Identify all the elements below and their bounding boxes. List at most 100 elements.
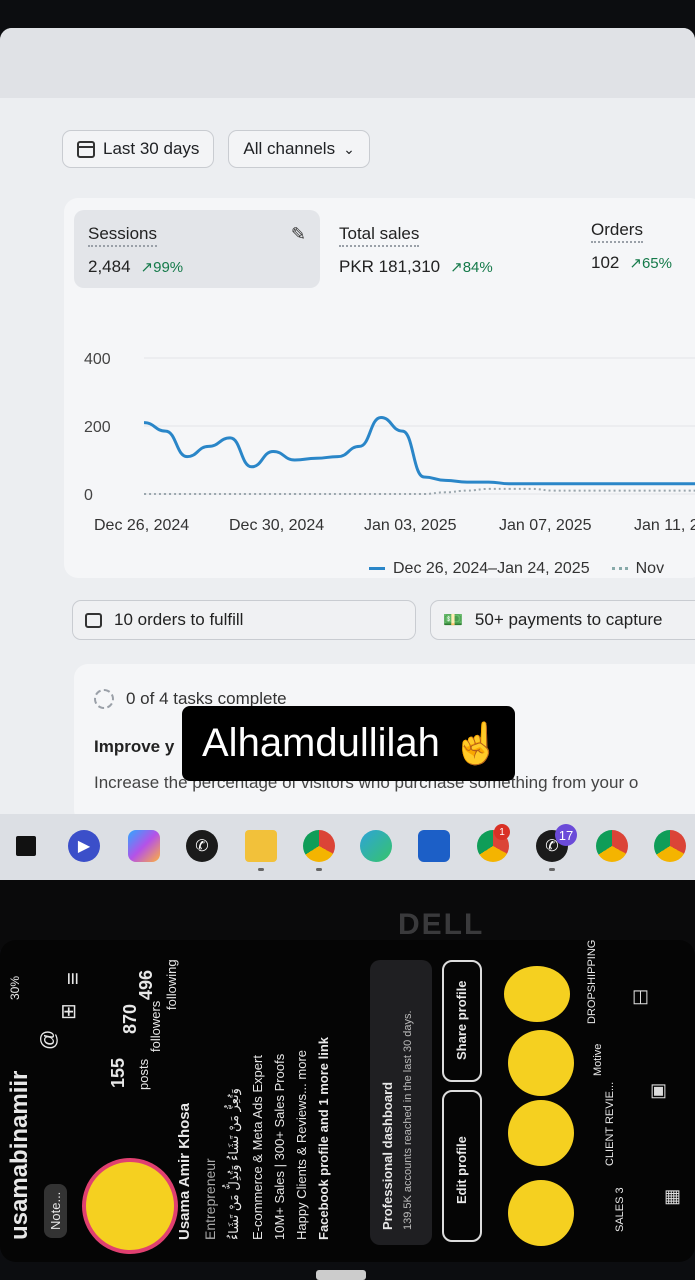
posts-count: 155 — [108, 1057, 128, 1088]
metric-label: Sessions — [88, 224, 157, 247]
edit-profile-label: Edit profile — [454, 1136, 469, 1204]
note-bubble[interactable]: Note... — [44, 1183, 67, 1238]
setup-guide-card: 0 of 4 tasks complete Improve y Increase… — [74, 664, 695, 824]
bio-line-2: 10M+ Sales | 300+ Sales Proofs — [272, 1053, 287, 1240]
notification-badge: 17 — [555, 824, 577, 846]
posts-grid-icon[interactable]: ▦ — [664, 1186, 682, 1206]
chrome-icon[interactable] — [654, 830, 686, 862]
analytics-card: Sessions 2,484 ↗99% ✎ Total sales PKR 181… — [64, 198, 695, 578]
threads-icon[interactable]: @ — [38, 1029, 60, 1050]
metric-value: 2,484 — [88, 257, 131, 276]
whatsapp-icon[interactable]: ✆ — [186, 830, 218, 862]
series-line-previous — [144, 487, 695, 495]
x-tick-label: Jan 03, 2025 — [364, 517, 457, 534]
phone-screen: 30% ≡ ⊞ @ usamabinamiir Note... 155 post… — [0, 940, 695, 1262]
highlight-sales[interactable] — [508, 1180, 574, 1246]
metric-total-sales[interactable]: Total sales PKR 181,310 ↗84% — [339, 210, 493, 277]
channel-filter-label: All channels — [243, 139, 336, 158]
chrome-icon[interactable] — [596, 830, 628, 862]
metric-delta: ↗84% — [450, 259, 493, 276]
active-indicator — [316, 868, 322, 871]
chrome-badge: 1 — [494, 824, 510, 840]
bio-line-3[interactable]: Happy Clients & Reviews... more — [294, 1049, 309, 1240]
orders-to-fulfill-label: 10 orders to fulfill — [114, 610, 244, 629]
edge-icon[interactable] — [360, 830, 392, 862]
dashboard-subtitle: 139.5K accounts reached in the last 30 d… — [402, 1010, 414, 1230]
copilot-icon[interactable] — [128, 830, 160, 862]
calendar-icon — [77, 140, 95, 158]
following-count[interactable]: 496 — [136, 969, 156, 1000]
date-filter-label: Last 30 days — [103, 139, 200, 158]
highlight-label: CLIENT REVIE... — [604, 1081, 616, 1166]
highlight-label: Motive — [592, 1043, 604, 1076]
improve-title: Improve y — [94, 737, 175, 756]
followers-label[interactable]: followers — [148, 1000, 163, 1052]
status-battery: 30% — [8, 975, 22, 1000]
filters-bar: Last 30 days All channels ⌄ — [62, 130, 370, 168]
laptop-bezel — [0, 880, 695, 950]
meet-icon[interactable]: ▶ — [68, 830, 100, 862]
professional-dashboard-card[interactable]: Professional dashboard 139.5K accounts r… — [370, 960, 432, 1245]
dashboard-title: Professional dashboard — [380, 1081, 395, 1230]
metric-delta: ↗65% — [629, 255, 672, 272]
windows-taskbar: ▶ ✆ 1 ✆ 17 — [0, 814, 695, 880]
posts-label: posts — [136, 1058, 151, 1090]
store-icon[interactable] — [418, 830, 450, 862]
bio-line-4[interactable]: Facebook profile and 1 more link — [316, 1037, 331, 1240]
edit-profile-button[interactable]: Edit profile — [442, 1090, 482, 1242]
pencil-icon[interactable]: ✎ — [290, 224, 306, 244]
channel-filter-button[interactable]: All channels ⌄ — [228, 130, 370, 168]
reels-icon[interactable]: ▣ — [650, 1080, 668, 1100]
brand-logo: DELL — [398, 908, 485, 941]
cash-icon: 💵 — [443, 612, 463, 629]
highlight-motive[interactable] — [508, 1030, 574, 1096]
orders-to-fulfill-button[interactable]: 10 orders to fulfill — [72, 600, 416, 640]
x-tick-label: Dec 26, 2024 — [94, 517, 189, 534]
task-view-icon[interactable] — [10, 830, 42, 862]
file-explorer-icon[interactable] — [245, 830, 277, 862]
browser-top-band — [0, 28, 695, 98]
metric-value: PKR 181,310 — [339, 257, 441, 276]
laptop-screen: Last 30 days All channels ⌄ Sessions 2,4… — [0, 28, 695, 883]
menu-icon[interactable]: ≡ — [60, 972, 85, 985]
metric-value: 102 — [591, 253, 620, 272]
story-caption: Alhamdullilah ☝ — [182, 706, 515, 781]
x-tick-label: Jan 11, 2 — [634, 517, 695, 534]
metric-sessions[interactable]: Sessions 2,484 ↗99% ✎ — [74, 210, 320, 288]
inbox-icon — [85, 612, 102, 628]
metric-delta: ↗99% — [140, 259, 184, 276]
avatar[interactable] — [82, 1158, 178, 1254]
home-indicator — [316, 1270, 366, 1280]
metric-orders[interactable]: Orders 102 ↗65% — [591, 210, 672, 273]
series-line-current — [143, 415, 695, 486]
profile-category: Entrepreneur — [202, 1158, 218, 1240]
active-indicator — [258, 868, 264, 871]
profile-name: Usama Amir Khosa — [176, 1103, 193, 1240]
followers-count[interactable]: 870 — [120, 1003, 140, 1034]
legend-current: Dec 26, 2024–Jan 24, 2025 — [369, 560, 590, 578]
date-filter-button[interactable]: Last 30 days — [62, 130, 215, 168]
caption-text: Alhamdullilah — [202, 721, 440, 765]
highlight-label: DROPSHIPPING — [586, 939, 598, 1024]
payments-to-capture-button[interactable]: 💵 50+ payments to capture — [430, 600, 695, 640]
y-tick-label: 0 — [84, 487, 93, 504]
bio-arabic: وَتُعِزُّ مَنْ تَشَاءُ وَتُذِلُّ مَنْ تَ… — [226, 1088, 241, 1240]
following-label[interactable]: following — [164, 959, 179, 1010]
profile-username: usamabinamiir — [6, 1070, 33, 1240]
payments-to-capture-label: 50+ payments to capture — [474, 610, 663, 629]
tasks-complete-text: 0 of 4 tasks complete — [126, 689, 287, 708]
highlight-client-reviews[interactable] — [508, 1100, 574, 1166]
chrome-icon[interactable] — [303, 830, 335, 862]
highlight-dropshipping[interactable] — [504, 966, 570, 1022]
y-tick-label: 400 — [84, 351, 111, 368]
progress-circle-icon — [94, 689, 114, 709]
metric-label: Orders — [591, 220, 643, 243]
active-indicator — [549, 868, 555, 871]
tagged-icon[interactable]: ◫ — [632, 986, 650, 1006]
share-profile-button[interactable]: Share profile — [442, 960, 482, 1082]
legend-previous: Nov — [611, 560, 664, 578]
add-icon[interactable]: ⊞ — [58, 1003, 80, 1020]
x-tick-label: Jan 07, 2025 — [499, 517, 592, 534]
highlight-label: SALES 3 — [614, 1187, 626, 1232]
